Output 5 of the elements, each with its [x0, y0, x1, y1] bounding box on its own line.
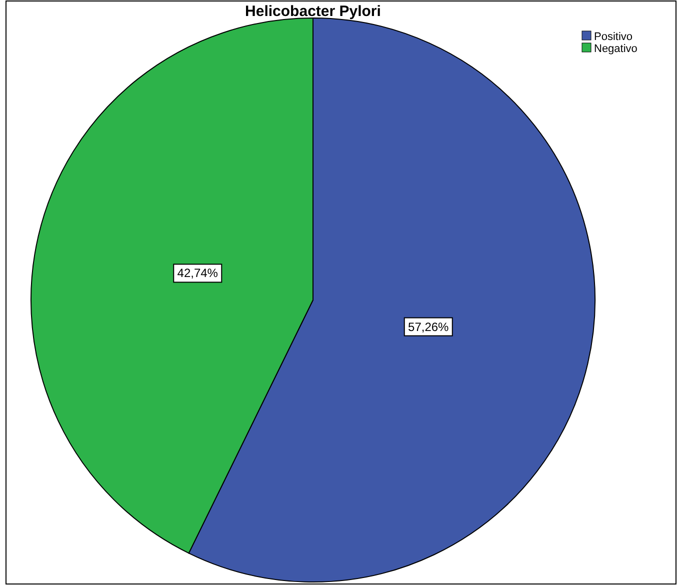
- data-label: 57,26%: [408, 320, 450, 334]
- chart-title: Helicobacter Pylori: [245, 3, 381, 20]
- legend-label: Positivo: [594, 31, 633, 43]
- data-label: 42,74%: [177, 266, 218, 280]
- legend-label: Negativo: [594, 43, 638, 55]
